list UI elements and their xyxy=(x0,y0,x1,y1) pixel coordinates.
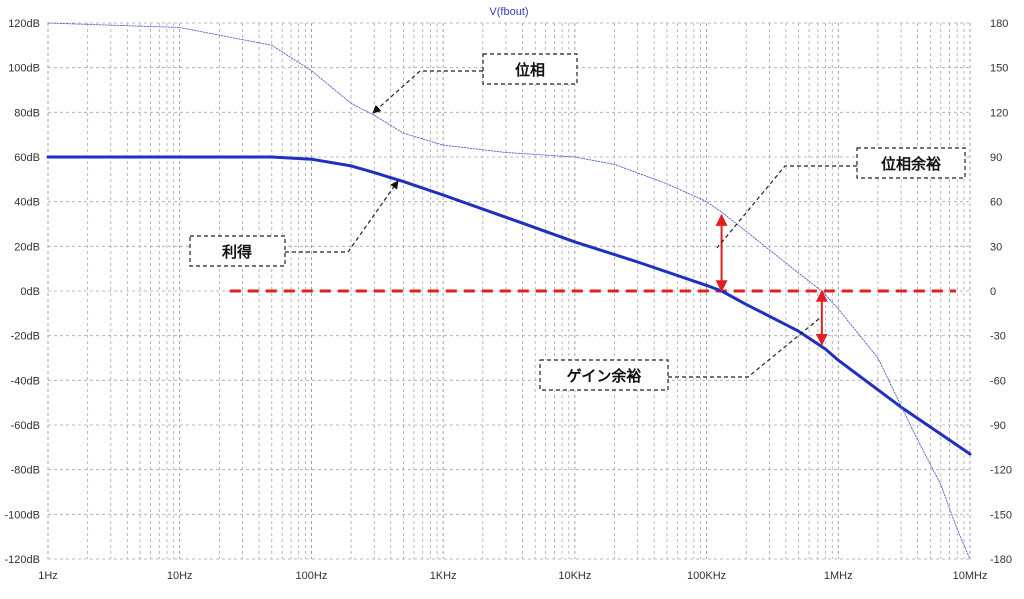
y-right-tick-label: -150 xyxy=(990,509,1012,521)
y-right-tick-label: 150 xyxy=(990,63,1008,75)
y-left-tick-label: -80dB xyxy=(11,465,40,477)
callout-phase: 位相 xyxy=(372,53,578,114)
x-tick-label: 1KHz xyxy=(430,570,457,582)
callout-phase-margin-leader xyxy=(716,165,857,249)
y-left-tick-label: 0dB xyxy=(20,286,40,298)
y-left-tick-label: 20dB xyxy=(14,241,40,253)
y-left-tick-label: -60dB xyxy=(11,420,40,432)
y-left-tick-label: 60dB xyxy=(14,152,40,164)
y-left-tick-label: -120dB xyxy=(5,554,40,566)
callout-gain-margin-text: ゲイン余裕 xyxy=(567,367,642,385)
y-right-tick-label: -30 xyxy=(990,331,1006,343)
callout-phase-text: 位相 xyxy=(515,61,545,79)
x-tick-label: 10Hz xyxy=(167,570,193,582)
x-tick-label: 10MHz xyxy=(953,570,988,582)
y-right-tick-label: -90 xyxy=(990,420,1006,432)
y-left-tick-label: -20dB xyxy=(11,331,40,343)
callout-gain: 利得 xyxy=(189,180,399,267)
y-left-tick-label: 120dB xyxy=(8,18,40,30)
phase-curve xyxy=(47,22,971,560)
x-tick-label: 1Hz xyxy=(38,570,58,582)
axis-labels: 1Hz 10Hz 100Hz 1KHz 10KHz 100KHz 1MHz 10MHz 120d… xyxy=(5,18,1013,582)
y-left-tick-label: 100dB xyxy=(8,63,40,75)
grid xyxy=(47,22,971,560)
callout-phase-box xyxy=(482,53,578,85)
series-layer xyxy=(46,22,972,560)
x-tick-label: 10KHz xyxy=(558,570,591,582)
y-left-tick-label: 80dB xyxy=(14,107,40,119)
y-right-tick-label: 60 xyxy=(990,197,1002,209)
y-right-tick-label: -120 xyxy=(990,465,1012,477)
x-tick-label: 100KHz xyxy=(687,570,726,582)
callout-gain-box xyxy=(189,235,286,267)
callout-gain-margin: ゲイン余裕 xyxy=(539,317,821,391)
callout-phase-margin-box xyxy=(856,147,966,179)
y-right-tick-label: 30 xyxy=(990,241,1002,253)
y-left-tick-label: 40dB xyxy=(14,197,40,209)
y-left-tick-label: -100dB xyxy=(5,509,40,521)
y-right-tick-label: 180 xyxy=(990,18,1008,30)
chart-title: V(fbout) xyxy=(489,6,528,18)
callout-gain-margin-box xyxy=(539,359,669,391)
y-right-tick-label: -180 xyxy=(990,554,1012,566)
y-right-tick-label: 0 xyxy=(990,286,996,298)
x-tick-label: 100Hz xyxy=(296,570,328,582)
y-right-tick-label: 90 xyxy=(990,152,1002,164)
y-left-tick-label: -40dB xyxy=(11,375,40,387)
callout-phase-leader xyxy=(372,70,483,114)
callout-gain-leader xyxy=(285,180,399,253)
y-right-tick-label: 120 xyxy=(990,107,1008,119)
margin-arrows xyxy=(715,213,828,346)
y-right-tick-label: -60 xyxy=(990,375,1006,387)
callout-gain-margin-leader xyxy=(668,317,821,378)
callout-phase-margin: 位相余裕 xyxy=(716,147,966,249)
callout-phase-margin-text: 位相余裕 xyxy=(881,155,941,173)
gain-curve xyxy=(46,155,972,456)
x-tick-label: 1MHz xyxy=(824,570,853,582)
callout-gain-text: 利得 xyxy=(222,243,252,261)
